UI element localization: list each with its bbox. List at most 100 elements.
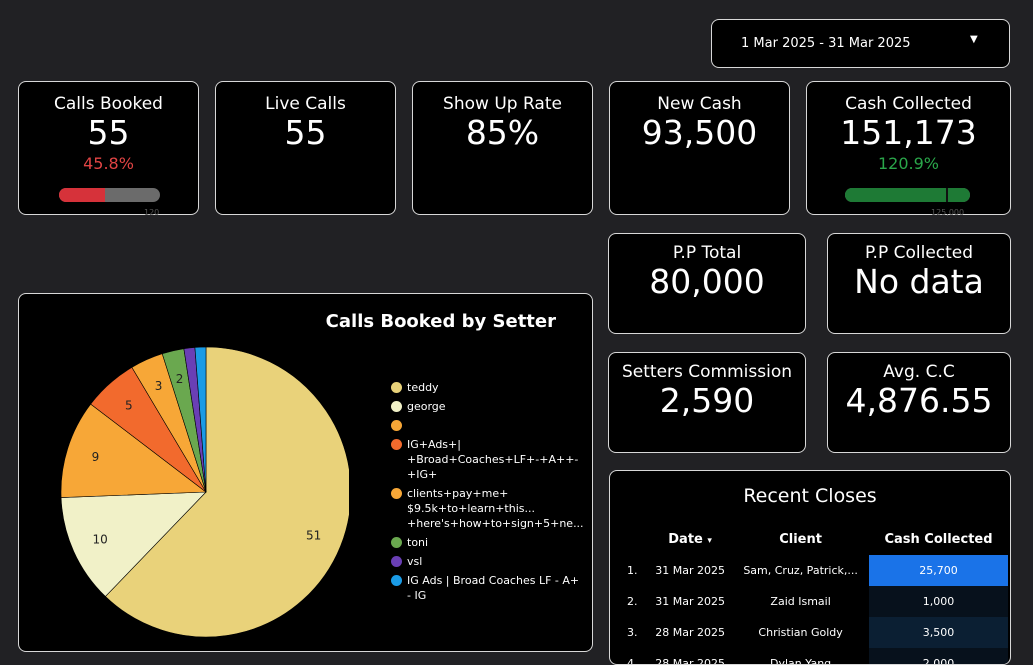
pp-collected-value: No data	[854, 262, 984, 301]
sort-desc-icon: ▾	[707, 535, 712, 546]
row-client: Christian Goldy	[758, 626, 843, 639]
cash-collected-percent: 120.9%	[877, 154, 939, 173]
cash-collected-label: Cash Collected	[845, 94, 972, 114]
legend-dot-icon	[391, 488, 402, 499]
setters-commission-label: Setters Commission	[621, 362, 793, 382]
calls-booked-card: Calls Booked 55 45.8% 120	[18, 81, 199, 217]
legend-label: clients+pay+me+ $9.5k+to+learn+this... +…	[407, 487, 584, 530]
row-date: 28 Mar 2025	[655, 626, 725, 639]
row-client: Zaid Ismail	[770, 595, 831, 608]
pp-total-value: 80,000	[649, 262, 765, 301]
show-up-rate-card: Show Up Rate 85%	[412, 81, 593, 215]
legend-item-4[interactable]: clients+pay+me+ $9.5k+to+learn+this... +…	[391, 486, 584, 531]
header-date-label: Date	[668, 531, 703, 547]
table-row[interactable]: 2. 31 Mar 2025 Zaid Ismail 1,000	[615, 586, 1008, 617]
calls-booked-percent: 45.8%	[83, 154, 134, 173]
legend-item-6[interactable]: vsl	[391, 554, 581, 569]
legend-dot-icon	[391, 382, 402, 393]
pie-slice-label-4: 3	[155, 379, 163, 393]
legend-dot-icon	[391, 439, 402, 450]
legend-item-0[interactable]: teddy	[391, 380, 581, 395]
legend-dot-icon	[391, 401, 402, 412]
row-cash-collected: 25,700	[869, 555, 1008, 586]
header-index	[615, 523, 648, 555]
calls-booked-progress-bar	[59, 188, 160, 202]
calls-booked-goal: 120	[144, 208, 160, 217]
pie-slice-1[interactable]	[60, 491, 207, 597]
cash-collected-value: 151,173	[840, 113, 977, 152]
show-up-rate-label: Show Up Rate	[443, 94, 562, 114]
legend-label: toni	[407, 536, 429, 549]
live-calls-card: Live Calls 55	[215, 81, 396, 215]
setters-commission-value: 2,590	[659, 381, 755, 420]
legend-dot-icon	[391, 556, 402, 567]
recent-closes-table-card: Recent Closes Date ▾ Client Cash Collect…	[609, 470, 1011, 665]
legend-item-5[interactable]: toni	[391, 535, 581, 550]
row-index: 1.	[627, 564, 638, 577]
pie-slice-label-3: 5	[125, 398, 133, 412]
legend-item-2[interactable]	[391, 418, 581, 433]
date-range-text: 1 Mar 2025 - 31 Mar 2025	[741, 36, 911, 51]
header-client[interactable]: Client	[779, 531, 822, 547]
pie-slice-label-5: 2	[176, 372, 184, 386]
live-calls-value: 55	[284, 113, 327, 152]
legend-item-3[interactable]: IG+Ads+| +Broad+Coaches+LF+-+A++- +IG+	[391, 437, 581, 482]
legend-dot-icon	[391, 537, 402, 548]
date-range-picker[interactable]: 1 Mar 2025 - 31 Mar 2025 ▼	[711, 19, 1010, 68]
avg-cc-card: Avg. C.C 4,876.55	[827, 352, 1011, 453]
legend-item-1[interactable]: george	[391, 399, 581, 414]
avg-cc-value: 4,876.55	[845, 381, 993, 420]
cash-collected-progress-bar	[845, 188, 970, 202]
pie-slice-7[interactable]	[194, 346, 207, 493]
pie-slice-2[interactable]	[60, 403, 207, 498]
row-cash-collected: 3,500	[869, 617, 1008, 648]
chart-legend: teddy george IG+Ads+| +Broad+Coaches+LF+-+…	[391, 380, 584, 607]
new-cash-value: 93,500	[641, 113, 758, 152]
pp-collected-label: P.P Collected	[864, 243, 974, 263]
pie-slice-label-1: 10	[93, 532, 108, 546]
new-cash-card: New Cash 93,500	[609, 81, 790, 215]
row-cash-collected: 1,000	[869, 586, 1008, 617]
row-client: Dylan Yang	[770, 657, 832, 665]
pie-slice-label-2: 9	[92, 450, 100, 464]
cash-collected-progress-fill	[845, 188, 970, 202]
legend-item-7[interactable]: IG Ads | Broad Coaches LF - A+ - IG	[391, 573, 581, 603]
chart-title: Calls Booked by Setter	[325, 311, 556, 332]
recent-closes-table: Date ▾ Client Cash Collected 1. 31 Mar 20…	[615, 523, 1008, 665]
pp-total-label: P.P Total	[672, 243, 742, 263]
table-row[interactable]: 3. 28 Mar 2025 Christian Goldy 3,500	[615, 617, 1008, 648]
row-cash-collected: 2,000	[869, 648, 1008, 664]
calls-booked-progress-fill	[59, 188, 106, 202]
legend-dot-icon	[391, 575, 402, 586]
row-client: Sam, Cruz, Patrick,...	[743, 564, 858, 577]
row-index: 4.	[627, 657, 638, 665]
row-index: 3.	[627, 626, 638, 639]
cash-collected-goal: 125,000	[931, 208, 965, 217]
row-date: 31 Mar 2025	[655, 595, 725, 608]
new-cash-label: New Cash	[657, 94, 742, 114]
pie-slice-label-0: 51	[306, 528, 321, 542]
row-date: 28 Mar 2025	[655, 657, 725, 665]
legend-label: george	[407, 400, 446, 413]
avg-cc-label: Avg. C.C	[883, 362, 955, 382]
dropdown-caret-icon: ▼	[970, 34, 978, 45]
live-calls-label: Live Calls	[265, 94, 346, 114]
header-date[interactable]: Date ▾	[648, 523, 732, 555]
calls-booked-label: Calls Booked	[54, 94, 163, 114]
header-cash-collected[interactable]: Cash Collected	[884, 531, 993, 547]
calls-booked-value: 55	[87, 113, 130, 152]
pp-collected-card: P.P Collected No data	[827, 233, 1011, 334]
pie-slice-0[interactable]	[105, 346, 349, 638]
legend-label: vsl	[407, 555, 423, 568]
legend-label: IG Ads | Broad Coaches LF - A+ - IG	[407, 574, 580, 602]
table-header-row: Date ▾ Client Cash Collected	[615, 523, 1008, 555]
table-row[interactable]: 1. 31 Mar 2025 Sam, Cruz, Patrick,... 25,70…	[615, 555, 1008, 586]
legend-label: IG+Ads+| +Broad+Coaches+LF+-+A++- +IG+	[407, 438, 579, 481]
row-date: 31 Mar 2025	[655, 564, 725, 577]
setters-commission-card: Setters Commission 2,590	[608, 352, 806, 453]
row-index: 2.	[627, 595, 638, 608]
legend-label: teddy	[407, 381, 439, 394]
table-row[interactable]: 4. 28 Mar 2025 Dylan Yang 2,000	[615, 648, 1008, 665]
legend-dot-icon	[391, 420, 402, 431]
cash-collected-target-marker	[946, 188, 948, 202]
